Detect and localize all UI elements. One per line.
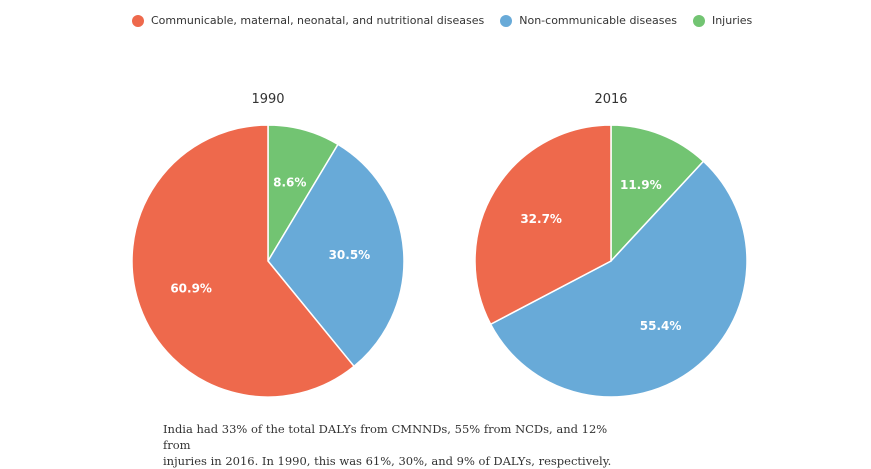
pie-chart-2016: 2016 11.9% 55.4% 32.7% [474, 92, 748, 398]
chart-legend: Communicable, maternal, neonatal, and nu… [132, 14, 768, 27]
legend-label-cmnnd: Communicable, maternal, neonatal, and nu… [151, 14, 485, 27]
pie-title-2016: 2016 [594, 92, 627, 107]
pie-label-2016-non-communicable-diseases: 55.4% [640, 319, 682, 333]
pie-charts: 1990 8.6% 30.5% 60.9% 2016 11.9% 55.4% 32.7% [131, 92, 748, 398]
legend-item-ncd: Non-communicable diseases [500, 14, 677, 27]
pie-label-2016-injuries: 11.9% [620, 178, 662, 192]
legend-item-cmnnd: Communicable, maternal, neonatal, and nu… [132, 14, 484, 27]
legend-label-injuries: Injuries [711, 14, 753, 27]
pie-title-1990: 1990 [251, 92, 284, 107]
legend-swatch-injuries [692, 14, 705, 27]
pie-slice-2016-communicable-maternal-neonatal-and-nutritional-diseases [474, 124, 612, 326]
legend-item-injuries: Injuries [692, 14, 753, 27]
pie-label-2016-communicable-maternal-neonatal-and-nutritional-diseases: 32.7% [520, 212, 562, 226]
caption-line-1: India had 33% of the total DALYs from CM… [163, 422, 608, 452]
pie-chart-1990: 1990 8.6% 30.5% 60.9% [131, 92, 405, 398]
pie-label-1990-injuries: 8.6% [273, 175, 306, 189]
pie-label-1990-non-communicable-diseases: 30.5% [329, 248, 371, 262]
legend-label-ncd: Non-communicable diseases [519, 14, 677, 27]
pie-slice-2016-non-communicable-diseases [489, 160, 748, 398]
chart-caption: India had 33% of the total DALYs from CM… [163, 421, 633, 469]
caption-line-2: injuries in 2016. In 1990, this was 61%,… [163, 454, 612, 468]
legend-swatch-ncd [500, 14, 513, 27]
pie-slice-1990-non-communicable-diseases [267, 143, 405, 368]
pie-slice-1990-communicable-maternal-neonatal-and-nutritional-diseases [131, 124, 356, 398]
pie-slice-2016-injuries [610, 124, 705, 263]
pie-label-1990-communicable-maternal-neonatal-and-nutritional-diseases: 60.9% [170, 281, 212, 295]
legend-swatch-cmnnd [132, 14, 144, 27]
